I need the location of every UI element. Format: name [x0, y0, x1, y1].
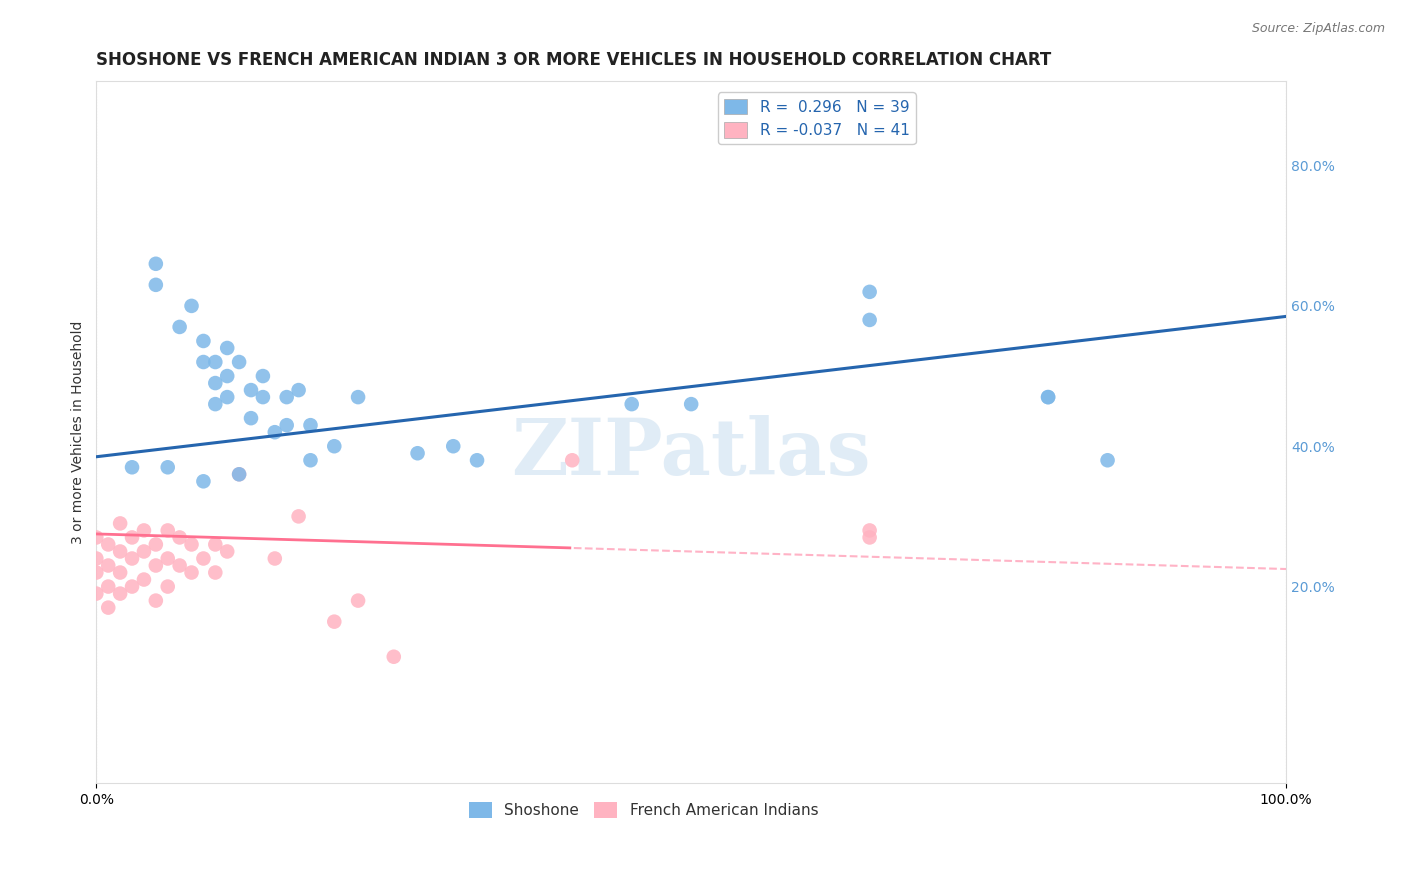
Point [347, 593, 370, 607]
Point [132, 524, 155, 538]
Point [228, 467, 250, 482]
Point [204, 537, 226, 551]
Point [108, 566, 131, 580]
Point [240, 411, 263, 425]
Point [323, 615, 346, 629]
Point [132, 544, 155, 558]
Point [276, 418, 298, 433]
Point [156, 580, 179, 594]
Point [1036, 390, 1059, 404]
Point [145, 257, 167, 271]
Point [441, 439, 464, 453]
Point [204, 376, 226, 390]
Point [859, 531, 882, 545]
Point [193, 551, 215, 566]
Point [465, 453, 488, 467]
Point [382, 649, 405, 664]
Point [86, 531, 108, 545]
Point [323, 439, 346, 453]
Point [180, 566, 202, 580]
Point [180, 299, 202, 313]
Point [287, 383, 309, 397]
Y-axis label: 3 or more Vehicles in Household: 3 or more Vehicles in Household [72, 320, 86, 544]
Point [108, 544, 131, 558]
Point [204, 355, 226, 369]
Point [156, 524, 179, 538]
Point [121, 531, 143, 545]
Point [121, 551, 143, 566]
Point [121, 460, 143, 475]
Point [204, 566, 226, 580]
Point [263, 425, 285, 440]
Legend: Shoshone, French American Indians: Shoshone, French American Indians [463, 797, 824, 824]
Point [145, 558, 167, 573]
Point [859, 285, 882, 299]
Point [228, 355, 250, 369]
Point [156, 551, 179, 566]
Text: ZIPatlas: ZIPatlas [512, 416, 870, 491]
Point [145, 277, 167, 292]
Point [859, 524, 882, 538]
Point [97, 580, 120, 594]
Point [108, 516, 131, 531]
Point [620, 397, 643, 411]
Point [240, 383, 263, 397]
Text: Source: ZipAtlas.com: Source: ZipAtlas.com [1251, 22, 1385, 36]
Point [406, 446, 429, 460]
Point [193, 475, 215, 489]
Point [276, 390, 298, 404]
Point [193, 355, 215, 369]
Point [1097, 453, 1119, 467]
Point [132, 573, 155, 587]
Text: SHOSHONE VS FRENCH AMERICAN INDIAN 3 OR MORE VEHICLES IN HOUSEHOLD CORRELATION C: SHOSHONE VS FRENCH AMERICAN INDIAN 3 OR … [97, 51, 1052, 69]
Point [97, 600, 120, 615]
Point [299, 418, 322, 433]
Point [217, 341, 239, 355]
Point [86, 566, 108, 580]
Point [169, 531, 191, 545]
Point [1036, 390, 1059, 404]
Point [180, 537, 202, 551]
Point [299, 453, 322, 467]
Point [859, 313, 882, 327]
Point [217, 369, 239, 384]
Point [263, 551, 285, 566]
Point [193, 334, 215, 348]
Point [217, 544, 239, 558]
Point [145, 537, 167, 551]
Point [561, 453, 583, 467]
Point [169, 558, 191, 573]
Point [169, 320, 191, 334]
Point [681, 397, 703, 411]
Point [108, 586, 131, 600]
Point [156, 460, 179, 475]
Point [204, 397, 226, 411]
Point [217, 390, 239, 404]
Point [347, 390, 370, 404]
Point [97, 537, 120, 551]
Point [86, 586, 108, 600]
Point [121, 580, 143, 594]
Point [86, 551, 108, 566]
Point [252, 369, 274, 384]
Point [287, 509, 309, 524]
Point [252, 390, 274, 404]
Point [145, 593, 167, 607]
Point [228, 467, 250, 482]
Point [97, 558, 120, 573]
